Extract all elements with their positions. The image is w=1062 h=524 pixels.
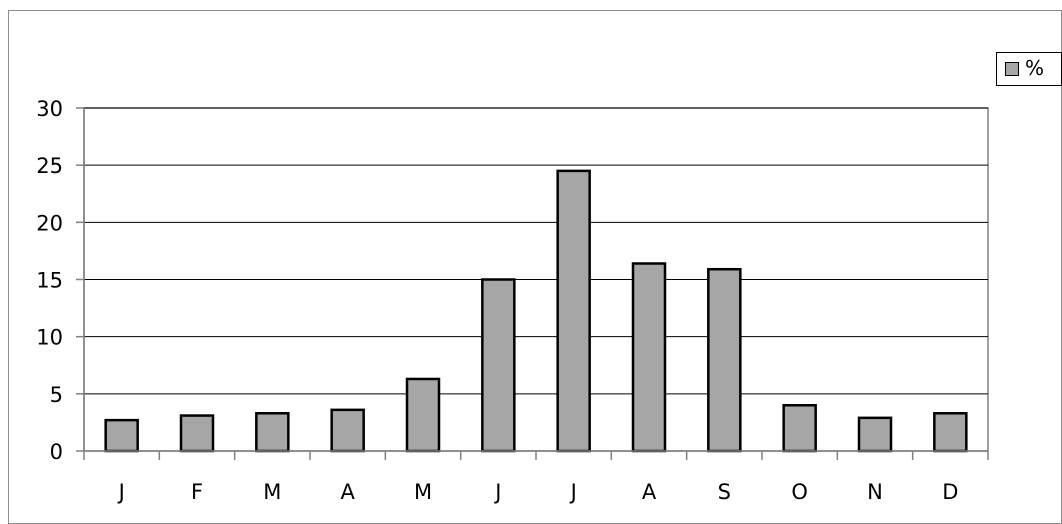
y-tick-label: 15 <box>36 269 63 293</box>
x-tick-label: J <box>493 480 501 504</box>
bar-11 <box>933 412 968 453</box>
bar-4 <box>405 377 441 453</box>
legend: % <box>996 52 1062 86</box>
bar-7 <box>631 262 667 453</box>
legend-swatch <box>1005 62 1019 76</box>
y-tick-label: 20 <box>36 211 63 235</box>
y-tick-label: 10 <box>36 326 63 350</box>
bar-3 <box>330 408 365 453</box>
bar-2 <box>255 412 290 453</box>
y-tick-label: 30 <box>36 97 63 121</box>
bar-0 <box>104 418 139 453</box>
bars <box>104 169 968 453</box>
bar-5 <box>481 278 516 453</box>
x-tick-label: O <box>791 480 808 504</box>
bar-8 <box>707 267 742 453</box>
x-tick-label: F <box>191 480 203 504</box>
x-tick-label: M <box>263 480 281 504</box>
x-tick-label: A <box>642 480 657 504</box>
x-tick-label: M <box>414 480 432 504</box>
y-tick-label: 25 <box>36 154 63 178</box>
legend-label: % <box>1025 56 1045 80</box>
y-axis-tick-labels: 0 5 10 15 20 25 30 <box>36 97 63 464</box>
x-tick-label: D <box>942 480 958 504</box>
bar-6 <box>556 169 591 453</box>
bar-1 <box>179 414 215 453</box>
grid-lines <box>83 107 989 452</box>
x-tick-label: N <box>867 480 883 504</box>
x-tick-label: J <box>117 480 125 504</box>
bar-10 <box>857 416 893 453</box>
axes <box>76 107 989 460</box>
x-tick-label: A <box>340 480 355 504</box>
x-tick-label: S <box>718 480 731 504</box>
x-tick-label: J <box>569 480 577 504</box>
y-tick-label: 5 <box>50 383 63 407</box>
y-tick-label: 0 <box>50 440 63 464</box>
bar-9 <box>782 404 817 453</box>
